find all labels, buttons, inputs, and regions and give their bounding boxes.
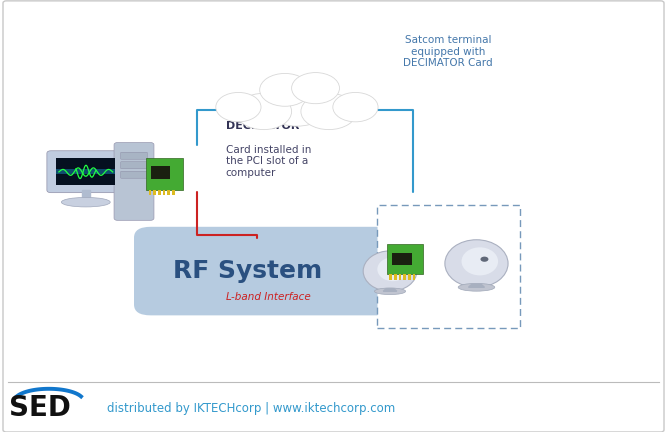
Circle shape [262, 81, 332, 126]
Bar [404, 274, 406, 280]
Text: Satcom terminal
equipped with
DECIMATOR Card: Satcom terminal equipped with DECIMATOR … [403, 35, 493, 68]
Circle shape [260, 73, 310, 106]
FancyBboxPatch shape [392, 253, 412, 265]
Bar [399, 274, 402, 280]
Ellipse shape [374, 288, 406, 295]
Bar [413, 274, 416, 280]
FancyBboxPatch shape [387, 244, 424, 274]
Text: DECIMATOR: DECIMATOR [226, 121, 299, 131]
Text: L-band Interface: L-band Interface [226, 292, 310, 302]
Text: distributed by IKTECHcorp | www.iktechcorp.com: distributed by IKTECHcorp | www.iktechco… [107, 402, 396, 415]
FancyBboxPatch shape [47, 151, 125, 193]
Polygon shape [82, 190, 90, 200]
FancyBboxPatch shape [121, 152, 147, 159]
FancyBboxPatch shape [121, 172, 147, 178]
FancyBboxPatch shape [3, 1, 664, 432]
Bar [394, 274, 397, 280]
Text: SED: SED [9, 394, 71, 422]
FancyBboxPatch shape [114, 143, 154, 220]
Ellipse shape [61, 197, 111, 207]
Polygon shape [383, 289, 397, 291]
Bar [158, 190, 161, 195]
Ellipse shape [462, 247, 498, 276]
FancyBboxPatch shape [56, 158, 115, 185]
Ellipse shape [458, 283, 495, 291]
Bar [172, 190, 174, 195]
Circle shape [301, 93, 357, 130]
Bar [167, 190, 170, 195]
FancyBboxPatch shape [146, 158, 182, 190]
Ellipse shape [445, 240, 508, 287]
FancyBboxPatch shape [56, 169, 115, 174]
Ellipse shape [363, 251, 417, 291]
Bar [153, 190, 156, 195]
FancyBboxPatch shape [151, 166, 170, 179]
Circle shape [292, 73, 340, 104]
Bar [163, 190, 165, 195]
Bar [390, 274, 392, 280]
FancyBboxPatch shape [134, 227, 404, 315]
Polygon shape [468, 284, 484, 287]
Text: Card installed in
the PCI slot of a
computer: Card installed in the PCI slot of a comp… [226, 145, 311, 178]
Circle shape [236, 93, 292, 130]
FancyBboxPatch shape [121, 162, 147, 168]
Circle shape [394, 265, 400, 270]
Text: RF System: RF System [172, 259, 322, 283]
Circle shape [333, 92, 378, 122]
Bar [408, 274, 411, 280]
Circle shape [216, 92, 261, 122]
FancyBboxPatch shape [377, 205, 519, 328]
Circle shape [480, 257, 488, 262]
Bar [149, 190, 151, 195]
Ellipse shape [378, 257, 408, 281]
